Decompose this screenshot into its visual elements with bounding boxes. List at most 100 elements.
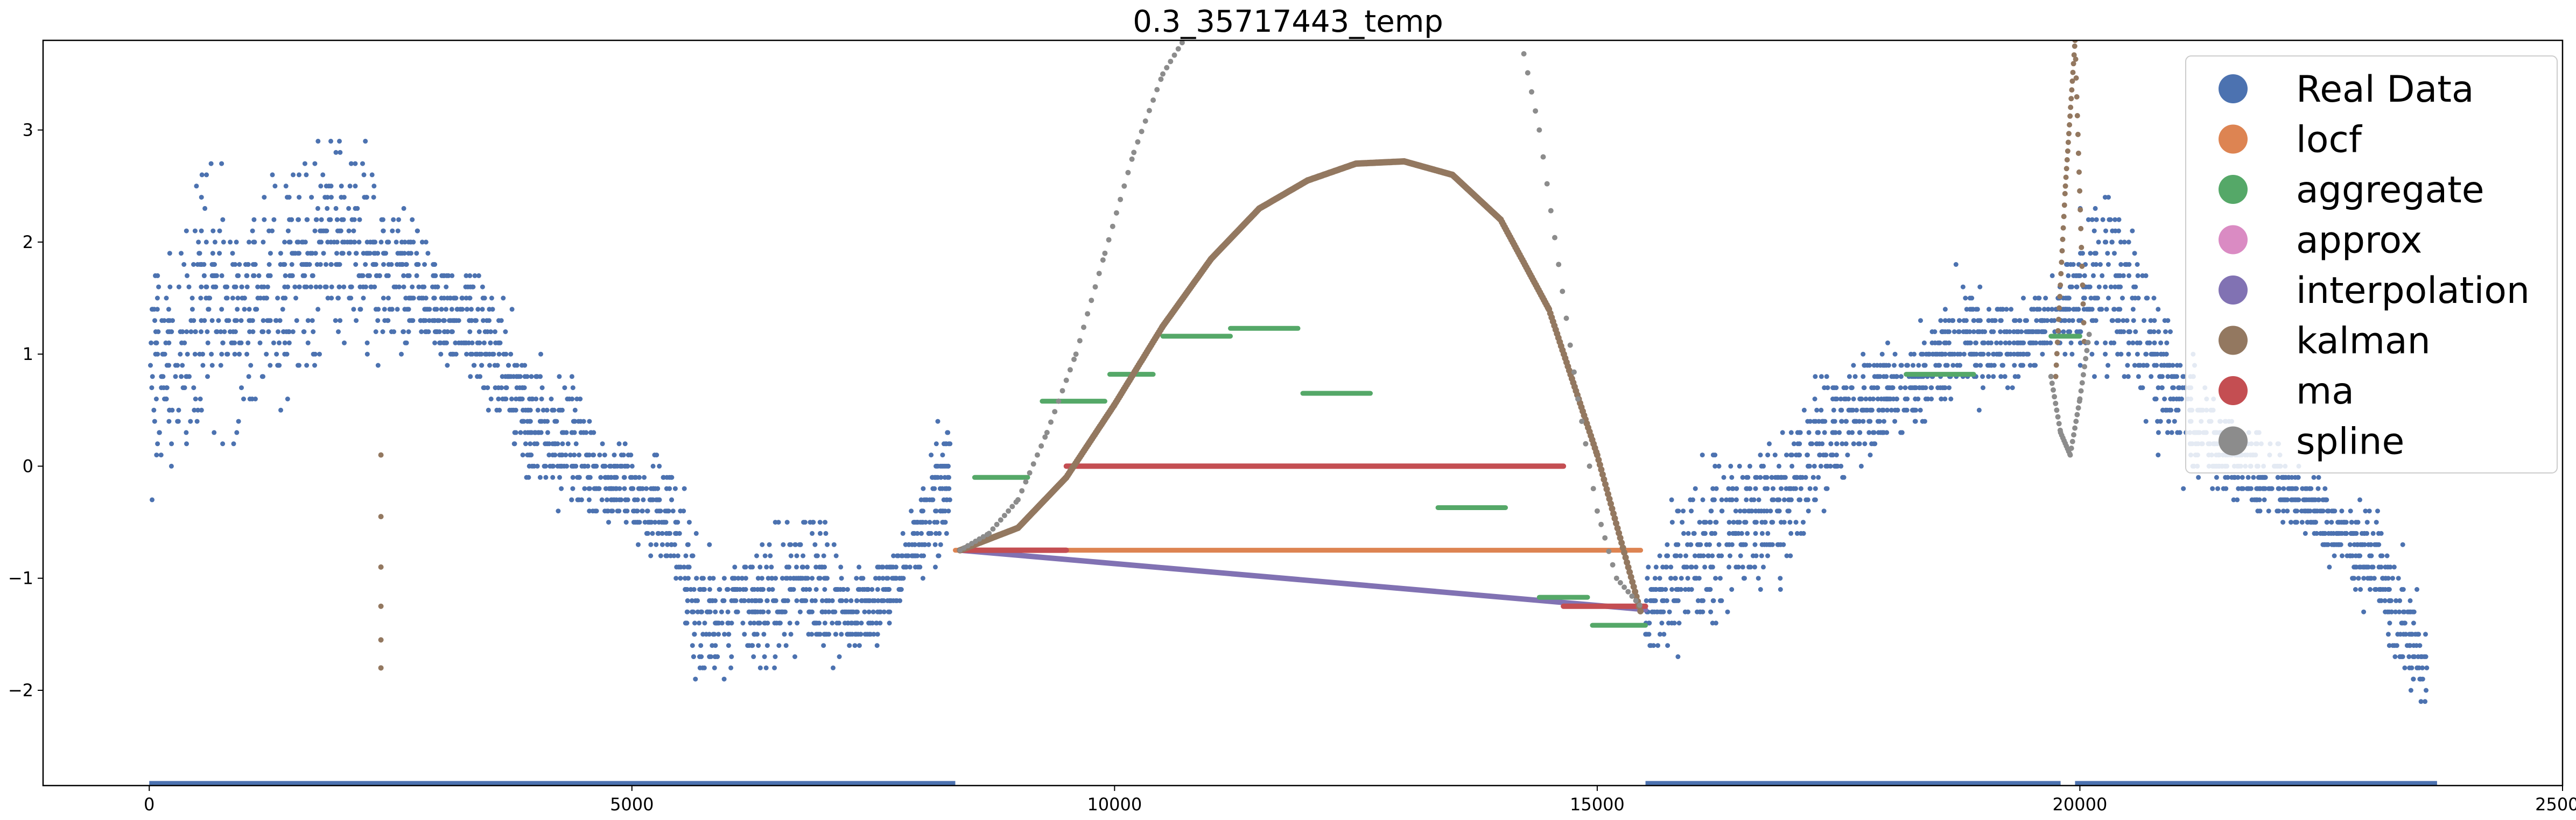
real-data-point — [2236, 486, 2241, 491]
real-data-point — [450, 273, 455, 278]
real-data-point — [2094, 340, 2100, 345]
real-data-point — [759, 576, 764, 581]
real-data-point — [1744, 497, 1749, 503]
real-data-point — [364, 239, 370, 245]
real-data-point — [210, 251, 215, 256]
real-data-point — [657, 463, 662, 469]
real-data-point — [2063, 307, 2068, 312]
real-data-point — [933, 508, 938, 514]
real-data-point — [1862, 385, 1867, 391]
real-data-point — [2135, 273, 2140, 278]
real-data-point — [552, 441, 558, 447]
real-data-point — [695, 598, 700, 603]
real-data-point — [2093, 251, 2098, 256]
spline-point — [1052, 409, 1058, 415]
real-data-point — [251, 239, 256, 245]
real-data-point — [1769, 520, 1774, 525]
real-data-point — [313, 284, 319, 289]
real-data-point — [2118, 239, 2123, 245]
real-data-point — [244, 273, 249, 278]
real-data-point — [188, 419, 193, 424]
real-data-point — [2350, 576, 2355, 581]
real-data-point — [265, 273, 271, 278]
legend-marker — [2219, 426, 2248, 456]
real-data-point — [794, 553, 799, 559]
spline-point — [1164, 65, 1170, 70]
real-data-point — [1969, 295, 1975, 301]
spline-point — [986, 531, 992, 536]
real-data-point — [381, 251, 386, 256]
real-data-point — [1813, 486, 1818, 491]
real-data-point — [391, 217, 396, 222]
real-data-point — [1660, 598, 1666, 603]
real-data-point — [284, 351, 290, 357]
spline-point — [1610, 562, 1616, 568]
real-data-point — [483, 351, 488, 357]
real-data-point — [917, 564, 923, 570]
real-data-point — [1794, 531, 1800, 536]
x-tick-label: 25000 — [2535, 794, 2576, 815]
real-data-point — [464, 295, 469, 301]
real-data-point — [628, 453, 634, 458]
real-data-point — [487, 351, 492, 357]
real-data-point — [794, 564, 799, 570]
real-data-point — [178, 351, 183, 357]
real-data-point — [2116, 284, 2121, 289]
real-data-point — [253, 307, 258, 312]
real-data-point — [1681, 508, 1686, 514]
real-data-point — [1712, 463, 1718, 469]
real-data-point — [2104, 307, 2109, 312]
real-data-point — [1665, 553, 1670, 559]
real-data-point — [1843, 385, 1849, 391]
real-data-point — [775, 609, 781, 614]
real-data-point — [419, 329, 424, 334]
real-data-point — [2113, 273, 2118, 278]
spline-point — [2080, 372, 2086, 378]
real-data-point — [2109, 239, 2115, 245]
real-data-point — [2040, 351, 2045, 357]
real-data-point — [946, 508, 951, 514]
real-data-point — [198, 397, 203, 401]
real-data-point — [200, 363, 206, 368]
real-data-point — [1985, 340, 1991, 345]
real-data-point — [2077, 340, 2083, 345]
real-data-point — [2381, 587, 2385, 592]
kalman-point — [2071, 52, 2077, 58]
real-data-point — [551, 463, 556, 469]
real-data-point — [1948, 351, 1953, 357]
kalman-point — [2068, 96, 2074, 102]
real-data-point — [2160, 374, 2165, 379]
real-data-point — [1700, 609, 1705, 614]
real-data-point — [707, 632, 712, 637]
real-data-point — [1890, 385, 1896, 391]
real-data-point — [237, 262, 242, 267]
real-data-point — [1843, 441, 1849, 447]
real-data-point — [780, 576, 785, 581]
real-data-point — [546, 453, 552, 458]
real-data-point — [181, 262, 187, 267]
real-data-point — [1726, 542, 1732, 547]
real-data-point — [2003, 340, 2008, 345]
real-data-point — [2089, 351, 2095, 357]
real-data-point — [1769, 475, 1774, 480]
real-data-point — [494, 407, 500, 413]
real-data-point — [1675, 654, 1681, 659]
real-data-point — [2043, 295, 2048, 301]
real-data-point — [395, 228, 401, 234]
spline-point — [2054, 407, 2060, 413]
real-data-point — [1768, 508, 1773, 514]
real-data-point — [670, 508, 676, 514]
x-tick-label: 5000 — [610, 794, 654, 815]
real-data-point — [339, 195, 344, 200]
real-data-point — [684, 587, 689, 592]
real-data-point — [2380, 576, 2385, 581]
real-data-point — [501, 295, 506, 301]
real-data-point — [1952, 329, 1957, 334]
real-data-point — [937, 531, 942, 536]
real-data-point — [371, 262, 376, 267]
real-data-point — [304, 217, 310, 222]
spline-point — [2083, 356, 2089, 362]
real-data-point — [636, 475, 642, 480]
real-data-point — [2033, 340, 2039, 345]
real-data-point — [1651, 643, 1656, 648]
